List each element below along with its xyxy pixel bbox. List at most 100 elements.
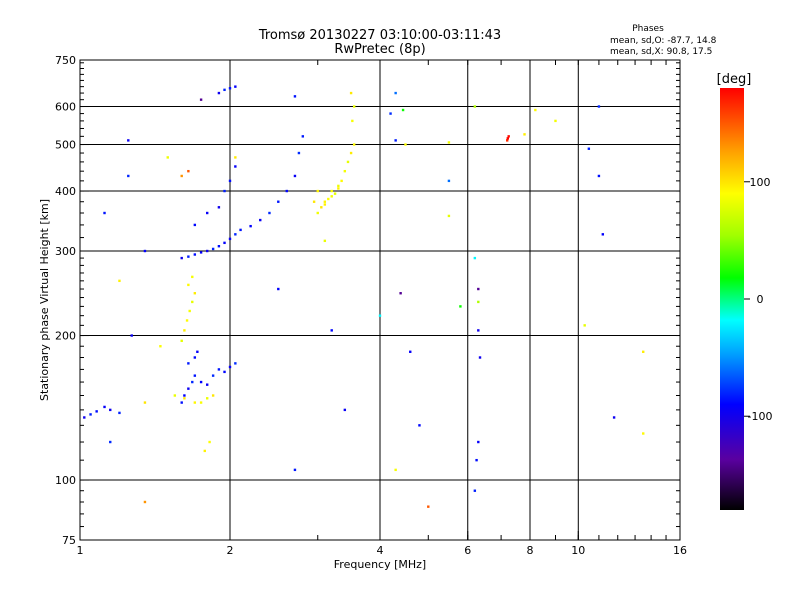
data-point — [109, 408, 112, 412]
x-tick-label: 4 — [377, 544, 384, 557]
data-point — [166, 156, 169, 159]
data-point — [399, 292, 402, 295]
data-point — [193, 223, 197, 227]
data-point — [183, 329, 186, 332]
y-tick-label: 600 — [55, 101, 76, 114]
data-point — [333, 192, 337, 195]
data-point — [234, 156, 237, 159]
data-point — [183, 394, 186, 397]
data-point — [228, 237, 232, 241]
data-point — [199, 251, 203, 254]
data-point — [234, 233, 237, 236]
data-point — [475, 458, 478, 462]
data-point — [223, 241, 226, 245]
data-point — [477, 287, 480, 291]
data-point — [330, 189, 333, 193]
data-point — [597, 105, 601, 108]
axis-ticks: 1 2 4 6 8 10 16 75 100 200 300 400 500 600 750 — [55, 54, 687, 557]
data-point — [506, 137, 509, 140]
data-point — [459, 305, 462, 308]
data-point — [217, 206, 221, 209]
x-tick-label: 10 — [571, 544, 585, 557]
data-point — [316, 189, 319, 193]
data-point — [337, 187, 340, 190]
data-point — [389, 112, 392, 115]
data-point — [95, 410, 98, 413]
x-tick-label: 1 — [77, 544, 84, 557]
data-point — [277, 287, 280, 291]
data-point — [478, 356, 482, 359]
x-tick-label: 2 — [227, 544, 234, 557]
data-point — [323, 239, 327, 243]
data-point — [401, 108, 405, 112]
data-point — [259, 218, 262, 222]
data-point — [188, 309, 191, 313]
data-point — [173, 394, 177, 397]
colorbar-tick-label: 0 — [757, 293, 764, 306]
data-point — [352, 105, 356, 108]
data-point — [343, 408, 347, 412]
data-point — [268, 211, 271, 215]
data-point — [447, 141, 451, 144]
data-point — [193, 401, 197, 404]
data-point — [293, 174, 297, 178]
data-point — [297, 151, 301, 155]
data-point — [118, 411, 121, 415]
stats-line-o: mean, sd,O: -87.7, 14.8 — [610, 36, 717, 46]
data-point — [183, 397, 186, 400]
data-point — [234, 165, 237, 168]
data-point — [507, 135, 510, 138]
colorbar-label: [deg] — [717, 72, 752, 87]
data-point — [223, 370, 226, 374]
data-point — [143, 249, 147, 253]
data-point — [642, 432, 645, 435]
y-tick-label: 75 — [62, 534, 76, 547]
data-point — [601, 233, 605, 236]
y-tick-label: 500 — [55, 139, 76, 152]
data-point — [323, 203, 327, 206]
data-point — [191, 380, 194, 384]
y-tick-label: 400 — [55, 185, 76, 198]
data-point — [473, 256, 477, 260]
data-point — [277, 200, 280, 203]
data-point — [187, 283, 190, 287]
data-point — [217, 245, 221, 248]
data-point — [180, 339, 183, 343]
data-point — [523, 133, 526, 136]
data-point — [191, 275, 194, 279]
data-point — [199, 380, 203, 384]
data-point — [159, 345, 162, 348]
data-point — [89, 413, 92, 416]
data-point — [228, 179, 232, 183]
data-point — [323, 200, 327, 203]
data-point — [187, 362, 190, 365]
colorbar-tick-label: -100 — [748, 410, 773, 423]
data-point — [301, 135, 305, 138]
data-point — [554, 119, 557, 123]
x-tick-label: 16 — [673, 544, 687, 557]
data-point — [205, 249, 209, 253]
chart-subtitle: RwPretec (8p) — [334, 42, 425, 57]
data-point — [127, 139, 130, 142]
colorbar-tick-label: 100 — [750, 176, 771, 189]
data-point — [477, 329, 480, 332]
data-point — [477, 440, 480, 444]
data-point — [203, 449, 206, 453]
data-point — [234, 85, 237, 88]
data-point — [130, 334, 133, 337]
data-point — [180, 174, 183, 178]
data-point — [180, 401, 183, 404]
data-point — [217, 368, 221, 371]
data-point — [83, 416, 86, 419]
y-tick-label: 300 — [55, 245, 76, 258]
x-tick-label: 8 — [527, 544, 534, 557]
stats-line-x: mean, sd,X: 90.8, 17.5 — [610, 47, 712, 57]
data-point — [293, 468, 297, 472]
chart-title: Tromsø 20130227 03:10:00-03:11:43 — [258, 28, 501, 43]
data-point — [217, 91, 221, 95]
data-point — [394, 139, 397, 142]
data-point — [312, 200, 316, 203]
data-point — [394, 91, 397, 95]
colorbar — [720, 88, 744, 510]
